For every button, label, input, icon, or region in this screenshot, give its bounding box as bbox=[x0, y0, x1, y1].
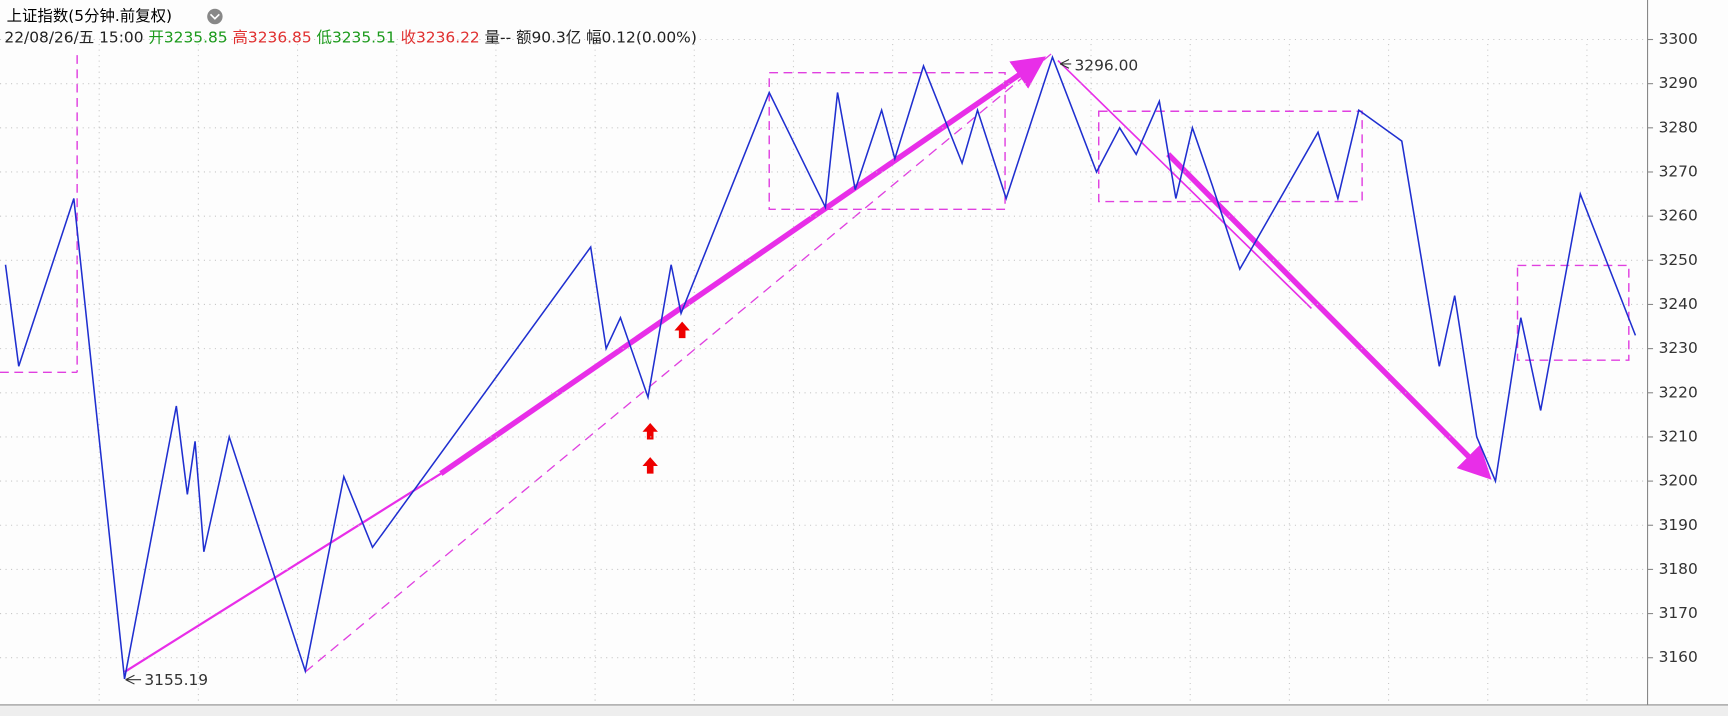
y-tick-label: 3180 bbox=[1659, 560, 1698, 578]
annotation: 3296.00 bbox=[1074, 57, 1138, 75]
y-tick-label: 3190 bbox=[1659, 516, 1698, 534]
quote-line: 22/08/26/五 15:00 开3235.85 高3236.85 低3235… bbox=[4, 28, 696, 46]
change: 幅0.12(0.00%) bbox=[586, 28, 697, 46]
sub-panel-strip bbox=[0, 706, 1728, 716]
title: 上证指数(5分钟.前复权) bbox=[7, 7, 172, 25]
menu-icon[interactable] bbox=[207, 8, 223, 25]
y-tick-label: 3280 bbox=[1659, 118, 1698, 136]
y-tick-label: 3200 bbox=[1659, 472, 1698, 490]
y-tick-label: 3290 bbox=[1659, 74, 1698, 92]
y-tick-label: 3260 bbox=[1659, 207, 1698, 225]
y-tick-label: 3270 bbox=[1659, 162, 1698, 180]
y-tick-label: 3300 bbox=[1659, 30, 1698, 48]
y-tick-label: 3220 bbox=[1659, 383, 1698, 401]
date: 22/08/26/五 15:00 bbox=[4, 28, 143, 46]
low: 低3235.51 bbox=[317, 28, 396, 46]
high: 高3236.85 bbox=[232, 28, 311, 46]
y-tick-label: 3160 bbox=[1659, 648, 1698, 666]
y-tick-label: 3250 bbox=[1659, 251, 1698, 269]
volume: 量-- bbox=[485, 28, 512, 46]
annotation: 3155.19 bbox=[144, 671, 208, 689]
y-tick-label: 3170 bbox=[1659, 604, 1698, 622]
y-tick-label: 3240 bbox=[1659, 295, 1698, 313]
open: 开3235.85 bbox=[148, 28, 227, 46]
price-line bbox=[4, 54, 1637, 680]
close: 收3236.22 bbox=[401, 28, 480, 46]
amount: 额90.3亿 bbox=[516, 28, 581, 46]
y-tick-label: 3230 bbox=[1659, 339, 1698, 357]
y-tick-label: 3210 bbox=[1659, 427, 1698, 445]
plot bbox=[0, 38, 1648, 680]
drawings bbox=[0, 52, 1630, 685]
